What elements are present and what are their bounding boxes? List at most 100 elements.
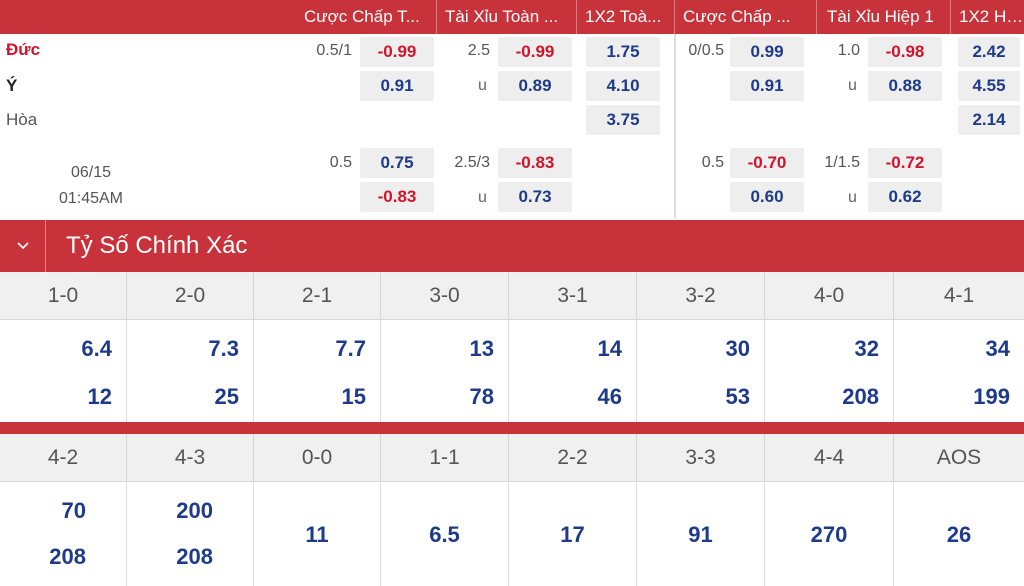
score-cell[interactable]: 91 xyxy=(637,482,765,586)
score-odds[interactable]: 208 xyxy=(176,544,213,569)
score-odds[interactable]: 208 xyxy=(49,544,86,569)
score-label: 4-1 xyxy=(943,284,975,307)
score-cell[interactable]: 200 208 xyxy=(127,482,254,586)
score-odds[interactable]: 91 xyxy=(688,522,713,547)
score-label: 4-3 xyxy=(127,434,254,482)
score-label: 4-0 xyxy=(765,272,894,320)
score-odds[interactable]: 11 xyxy=(305,522,329,547)
odds-button[interactable]: -0.83 xyxy=(498,148,572,178)
score-cell[interactable]: 13 78 xyxy=(381,320,509,422)
correct-score-section-header[interactable]: Tỷ Số Chính Xác xyxy=(0,220,1024,272)
odds-button[interactable]: 2.42 xyxy=(958,37,1020,67)
odds-button[interactable]: -0.98 xyxy=(868,37,942,67)
score-odds[interactable]: 13 xyxy=(469,336,494,361)
score-odds[interactable]: 6.4 xyxy=(81,336,112,361)
score-label: 3-0 xyxy=(381,272,509,320)
under-label: u xyxy=(478,77,487,94)
odds-button[interactable]: -0.99 xyxy=(498,37,572,67)
odds-button[interactable]: 0.88 xyxy=(868,71,942,101)
col-handicap-half[interactable]: Cược Chấp ... xyxy=(674,0,816,34)
score-odds[interactable]: 200 xyxy=(176,498,213,523)
odds-button[interactable]: 3.75 xyxy=(586,105,660,135)
score-odds[interactable]: 199 xyxy=(973,384,1010,409)
odds-button[interactable]: 0.75 xyxy=(360,148,434,178)
score-label: 3-2 xyxy=(637,272,765,320)
ou-line: 1.0 xyxy=(837,42,860,59)
score-cell[interactable]: 11 xyxy=(254,482,381,586)
chevron-down-icon[interactable] xyxy=(0,220,46,272)
score-cell[interactable]: 14 46 xyxy=(509,320,637,422)
score-odds[interactable]: 78 xyxy=(469,384,494,409)
col-1x2-half[interactable]: 1X2 Hiệ... xyxy=(950,0,1024,34)
score-cell[interactable]: 30 53 xyxy=(637,320,765,422)
table-divider xyxy=(0,422,1024,434)
score-odds[interactable]: 6.5 xyxy=(429,522,460,547)
score-odds-row: 70 208 200 208 11 6.5 17 91 270 26 xyxy=(0,482,1024,586)
score-odds[interactable]: 34 xyxy=(985,336,1010,361)
match-time: 01:45AM xyxy=(58,190,124,207)
score-cell[interactable]: 7.7 15 xyxy=(254,320,381,422)
score-cell[interactable]: 32 208 xyxy=(765,320,894,422)
under-label: u xyxy=(478,189,487,206)
team-draw: Hòa xyxy=(6,110,38,129)
handicap-line: 0.5/1 xyxy=(316,42,352,59)
odds-button[interactable]: 0.91 xyxy=(730,71,804,101)
score-label: 2-2 xyxy=(509,434,637,482)
ou-line: 2.5 xyxy=(467,42,490,59)
col-over-under-half[interactable]: Tài Xỉu Hiệp 1 xyxy=(816,0,950,34)
score-odds[interactable]: 25 xyxy=(214,384,239,409)
score-label: AOS xyxy=(936,446,982,469)
score-cell[interactable]: 6.5 xyxy=(381,482,509,586)
odds-button[interactable]: -0.99 xyxy=(360,37,434,67)
score-odds[interactable]: 53 xyxy=(725,384,750,409)
score-cell[interactable]: 7.3 25 xyxy=(127,320,254,422)
handicap-line: 0.5 xyxy=(329,154,352,171)
score-odds[interactable]: 270 xyxy=(810,522,848,547)
section-title: Tỷ Số Chính Xác xyxy=(66,232,248,259)
score-label: 4-4 xyxy=(765,434,894,482)
score-cell[interactable]: 26 xyxy=(894,482,1024,586)
odds-button[interactable]: 1.75 xyxy=(586,37,660,67)
score-label: 1-1 xyxy=(381,434,509,482)
odds-button[interactable]: -0.70 xyxy=(730,148,804,178)
odds-button[interactable]: 0.99 xyxy=(730,37,804,67)
score-cell[interactable]: 270 xyxy=(765,482,894,586)
odds-button[interactable]: 0.62 xyxy=(868,182,942,212)
score-header-row: 1-0 2-0 2-1 3-0 3-1 3-2 4-0 4-1 xyxy=(0,272,1024,320)
score-odds[interactable]: 26 xyxy=(946,522,972,547)
score-odds[interactable]: 46 xyxy=(597,384,622,409)
score-odds[interactable]: 7.7 xyxy=(335,336,366,361)
col-over-under-full[interactable]: Tài Xỉu Toàn ... xyxy=(436,0,576,34)
score-label: 1-0 xyxy=(0,272,127,320)
odds-button[interactable]: -0.83 xyxy=(360,182,434,212)
score-odds[interactable]: 32 xyxy=(854,336,879,361)
odds-button[interactable]: 2.14 xyxy=(958,105,1020,135)
odds-button[interactable]: -0.72 xyxy=(868,148,942,178)
score-odds[interactable]: 15 xyxy=(341,384,366,409)
score-label: 2-1 xyxy=(254,272,381,320)
score-odds[interactable]: 17 xyxy=(560,522,585,547)
score-odds[interactable]: 70 xyxy=(61,498,86,523)
col-1x2-full[interactable]: 1X2 Toà... xyxy=(576,0,674,34)
under-label: u xyxy=(848,77,857,94)
odds-button[interactable]: 4.10 xyxy=(586,71,660,101)
score-odds[interactable]: 14 xyxy=(597,336,622,361)
score-odds[interactable]: 30 xyxy=(725,336,750,361)
under-label: u xyxy=(848,189,857,206)
odds-button[interactable]: 0.60 xyxy=(730,182,804,212)
score-cell[interactable]: 6.4 12 xyxy=(0,320,127,422)
odds-header: Cược Chấp T... Tài Xỉu Toàn ... 1X2 Toà.… xyxy=(0,0,1024,34)
score-odds[interactable]: 208 xyxy=(842,384,879,409)
odds-button[interactable]: 0.89 xyxy=(498,71,572,101)
odds-button[interactable]: 4.55 xyxy=(958,71,1020,101)
score-odds[interactable]: 7.3 xyxy=(208,336,239,361)
score-cell[interactable]: 34 199 xyxy=(894,320,1024,422)
score-cell[interactable]: 17 xyxy=(509,482,637,586)
col-handicap-full[interactable]: Cược Chấp T... xyxy=(304,7,420,26)
team-away: Ý xyxy=(6,76,18,95)
odds-button[interactable]: 0.73 xyxy=(498,182,572,212)
score-odds[interactable]: 12 xyxy=(87,384,112,409)
odds-button[interactable]: 0.91 xyxy=(360,71,434,101)
handicap-line: 0/0.5 xyxy=(688,42,724,59)
score-cell[interactable]: 70 208 xyxy=(0,482,127,586)
